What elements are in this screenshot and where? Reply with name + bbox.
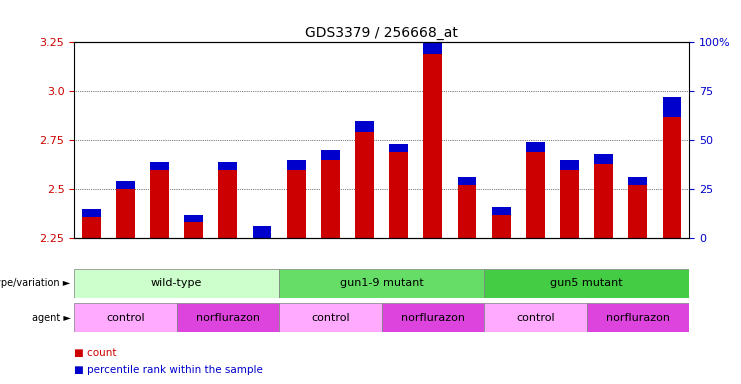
Bar [628,185,648,238]
Bar [287,160,305,169]
Bar [594,154,613,164]
Bar [560,170,579,238]
Bar [150,170,169,238]
Text: norflurazon: norflurazon [196,313,260,323]
Text: control: control [106,313,144,323]
Bar [594,164,613,238]
Bar [74,269,279,298]
Bar [82,217,101,238]
Bar [321,160,340,238]
Bar [321,150,340,160]
Bar [219,170,237,238]
Bar [484,269,689,298]
Bar [389,144,408,152]
Text: genotype/variation ►: genotype/variation ► [0,278,70,288]
Bar [74,303,176,332]
Text: wild-type: wild-type [151,278,202,288]
Text: norflurazon: norflurazon [401,313,465,323]
Bar [287,170,305,238]
Bar [116,189,135,238]
Bar [253,226,271,238]
Bar [279,269,484,298]
Bar [355,121,374,132]
Text: agent ►: agent ► [32,313,70,323]
Bar [526,142,545,152]
Bar [382,303,484,332]
Bar [82,209,101,217]
Text: gun5 mutant: gun5 mutant [551,278,623,288]
Text: control: control [311,313,350,323]
Bar [560,160,579,169]
Bar [389,152,408,238]
Bar [492,215,511,238]
Text: control: control [516,313,555,323]
Bar [150,162,169,169]
Text: ■ percentile rank within the sample: ■ percentile rank within the sample [74,365,263,375]
Bar [484,303,587,332]
Bar [492,207,511,215]
Title: GDS3379 / 256668_at: GDS3379 / 256668_at [305,26,458,40]
Bar [458,177,476,185]
Text: ■ count: ■ count [74,348,116,358]
Bar [587,303,689,332]
Bar [355,132,374,238]
Bar [185,222,203,238]
Bar [116,181,135,189]
Bar [628,177,648,185]
Bar [526,152,545,238]
Bar [423,25,442,54]
Text: norflurazon: norflurazon [606,313,670,323]
Text: gun1-9 mutant: gun1-9 mutant [339,278,424,288]
Bar [185,215,203,222]
Bar [176,303,279,332]
Bar [219,162,237,169]
Bar [279,303,382,332]
Bar [662,117,682,238]
Bar [458,185,476,238]
Bar [662,97,682,117]
Bar [423,54,442,238]
